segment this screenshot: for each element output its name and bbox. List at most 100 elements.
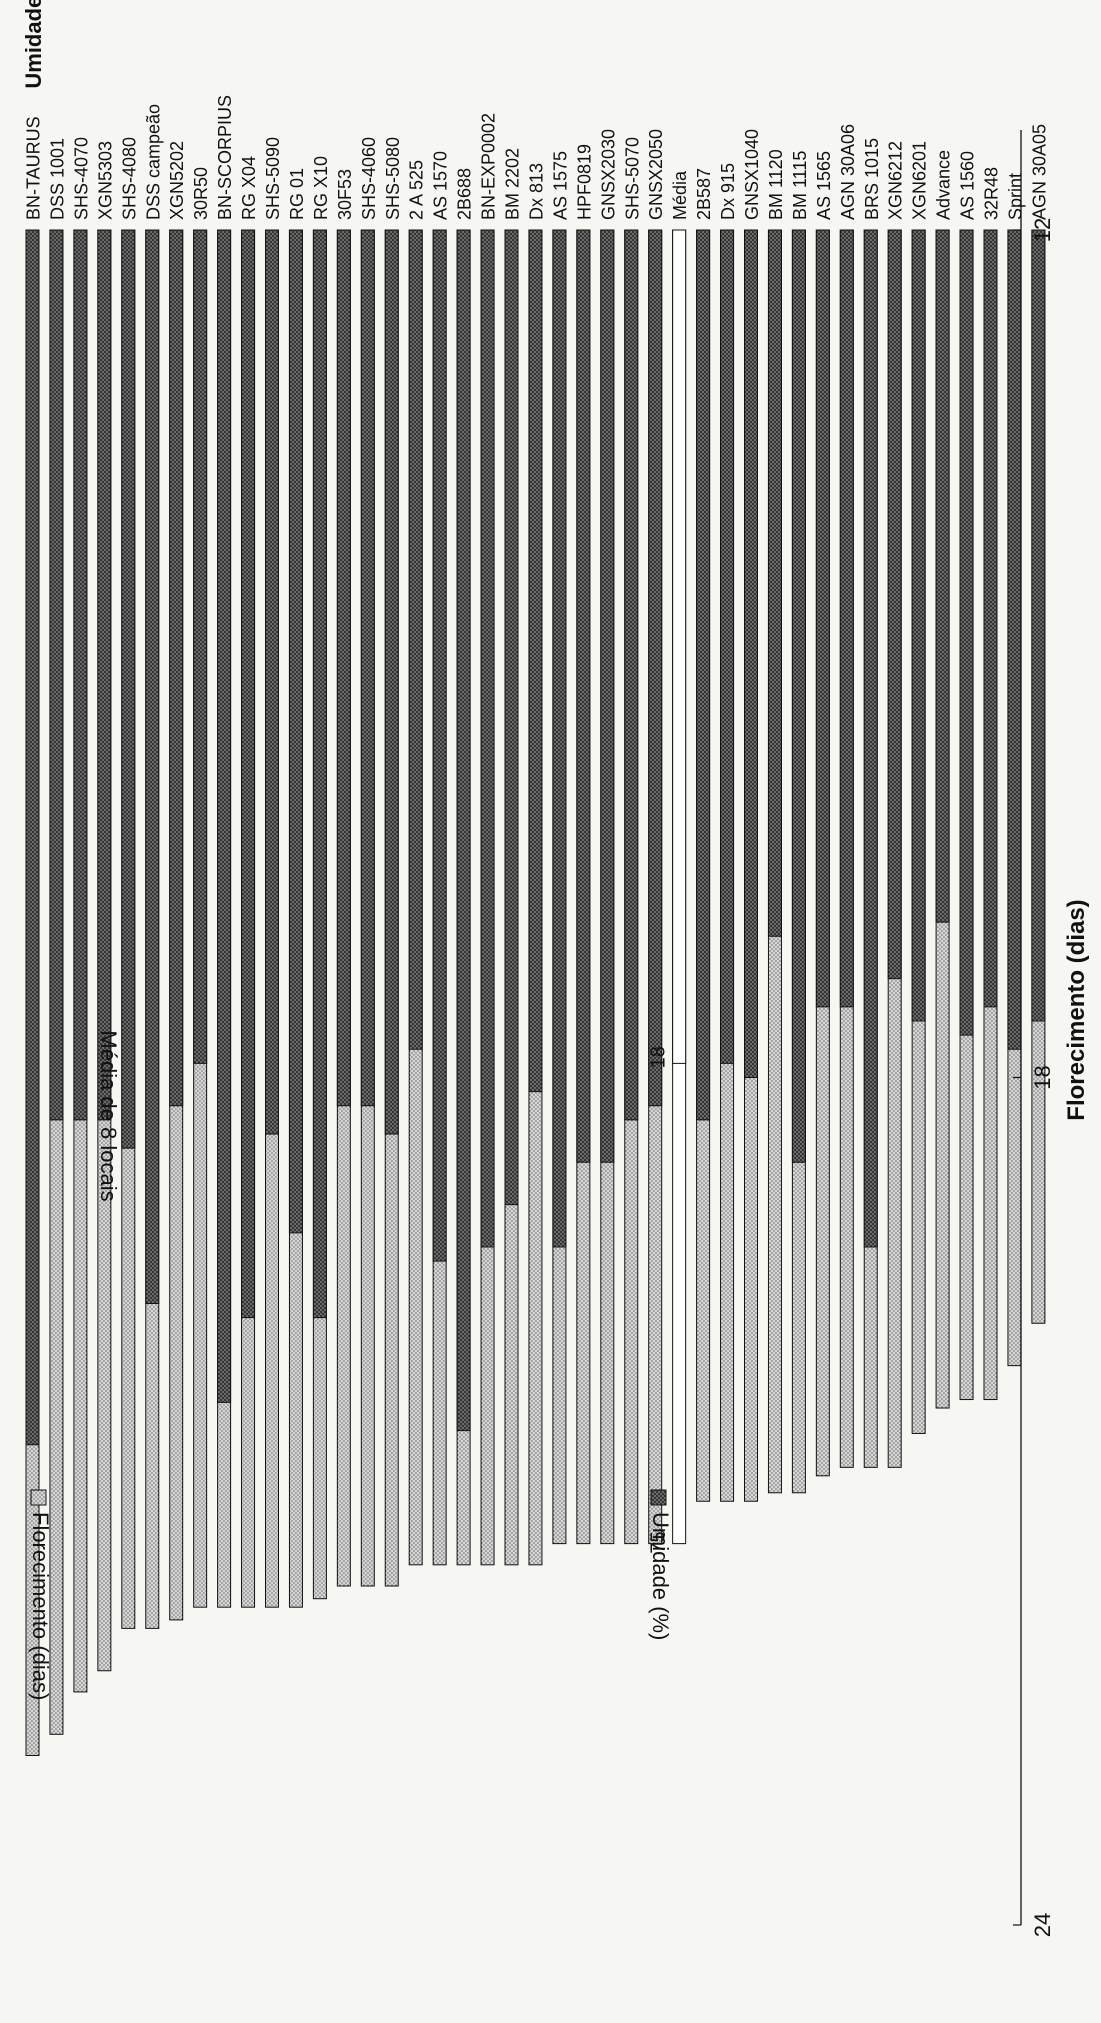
bar-umidade: [193, 229, 208, 1064]
category-label: SHS-4070: [71, 137, 91, 220]
bar-umidade: [959, 229, 974, 1036]
category-label: BN-EXP0002: [479, 113, 499, 220]
category-label: AGN 30A05: [1029, 124, 1049, 220]
mean-florecimento-label: 75: [648, 1531, 670, 1553]
category-label: DSS campeão: [143, 104, 163, 220]
category-label: BM 1120: [766, 149, 786, 220]
category-label: SHS-5080: [383, 137, 403, 220]
category-label: AS 1570: [431, 151, 451, 220]
bar-umidade: [169, 229, 184, 1107]
category-label: 2B587: [694, 168, 714, 220]
bar-umidade: [265, 229, 279, 1135]
category-label: 30R50: [191, 167, 211, 220]
bar-umidade: [791, 229, 806, 1163]
category-label: 32R48: [982, 167, 1002, 220]
category-label: BM 1115: [790, 151, 810, 220]
bar-umidade: [456, 229, 471, 1432]
bar-umidade: [911, 229, 926, 1022]
category-label: XGN5202: [167, 141, 187, 220]
bar-umidade: [1031, 229, 1046, 1022]
bar-umidade: [983, 229, 998, 1008]
chart-subtitle: Média de 8 locais: [96, 1030, 121, 1201]
bar-umidade: [935, 229, 950, 923]
bar-umidade: [863, 229, 878, 1248]
category-label: Advance: [934, 150, 954, 220]
category-label: XGN5303: [95, 141, 115, 220]
category-label: XGN6212: [886, 141, 906, 220]
category-label: 2 A 525: [407, 160, 427, 220]
category-label: AGN 30A06: [838, 124, 858, 220]
bar-umidade: [720, 229, 735, 1064]
bar-umidade: [360, 229, 375, 1107]
bar-umidade: [815, 229, 830, 1008]
category-label: GNSX2030: [598, 129, 618, 220]
category-label: RG 01: [287, 168, 307, 220]
bar-umidade: [25, 229, 40, 1446]
category-label: Dx 915: [718, 163, 738, 220]
category-label: SHS-4060: [359, 137, 379, 220]
category-label: HPF0819: [574, 144, 594, 220]
category-label: RG X04: [239, 156, 259, 220]
category-label: BN-TAURUS: [24, 116, 44, 220]
secondary-tick-label: 12: [1030, 218, 1055, 242]
mean-umidade-label: 18: [648, 1046, 670, 1068]
category-label: RG X10: [311, 156, 331, 220]
bar-umidade: [744, 229, 758, 1078]
bar-umidade: [384, 229, 399, 1135]
legend-label-florecimento: Florecimento (dias): [28, 1512, 53, 1700]
bar-umidade: [504, 229, 519, 1206]
category-label: GNSX1040: [742, 129, 762, 220]
bar-umidade: [624, 229, 639, 1121]
bar-umidade: [696, 229, 711, 1121]
bar-umidade-mean: [672, 229, 687, 1064]
category-label: BRS 1015: [862, 138, 882, 220]
category-label: AS 1575: [550, 151, 570, 220]
bar-umidade: [648, 229, 663, 1107]
category-label: 30F53: [335, 169, 355, 220]
category-label: GNSX2050: [646, 129, 666, 220]
bar-umidade: [312, 229, 327, 1319]
bar-umidade: [73, 229, 88, 1121]
category-label: DSS 1001: [47, 138, 67, 220]
bar-umidade: [552, 229, 567, 1248]
category-label: AS 1565: [814, 151, 834, 220]
bar-umidade: [121, 229, 136, 1149]
legend-swatch-florecimento: [30, 1489, 47, 1506]
category-label: 2B688: [455, 168, 475, 220]
bar-umidade: [145, 229, 160, 1304]
category-label: BM 2202: [503, 148, 523, 220]
secondary-tick-label: 18: [1030, 1065, 1055, 1089]
secondary-axis-title: Umidade (%): [21, 0, 46, 89]
plot-area: BN-TAURUS DSS 1001 SHS-4070 XGN5303 SHS-4080…: [24, 95, 1056, 1937]
category-label: Sprint: [1005, 173, 1025, 220]
category-label: SHS-5070: [622, 137, 642, 220]
bar-umidade: [1007, 229, 1022, 1050]
legend-swatch-umidade: [650, 1489, 667, 1506]
bar-umidade: [241, 229, 256, 1319]
bar-umidade: [767, 229, 782, 937]
bar-umidade: [528, 229, 543, 1093]
bar-umidade: [336, 229, 351, 1107]
bar-umidade: [408, 229, 423, 1050]
legend: Florecimento (dias) Umidade (%): [28, 1489, 673, 1700]
bar-umidade: [97, 229, 112, 1121]
category-label: Dx 813: [526, 163, 546, 220]
bar-umidade: [839, 229, 854, 1008]
bar-umidade: [217, 229, 232, 1403]
bar-umidade: [887, 229, 902, 980]
category-label: BN-SCORPIUS: [215, 95, 235, 220]
category-label: XGN6201: [910, 141, 930, 220]
bar-umidade: [49, 229, 64, 1121]
bar-umidade: [576, 229, 591, 1163]
category-label: SHS-5090: [263, 137, 283, 220]
category-label: SHS-4080: [119, 137, 139, 220]
bar-umidade: [600, 229, 615, 1163]
primary-axis-title: Florecimento (dias): [1063, 899, 1090, 1120]
bar-umidade: [480, 229, 495, 1248]
legend-label-umidade: Umidade (%): [648, 1512, 673, 1640]
bar-umidade: [432, 229, 447, 1262]
secondary-tick-label: 24: [1030, 1913, 1055, 1937]
bar-umidade: [288, 229, 303, 1234]
category-label: Média: [670, 170, 690, 220]
